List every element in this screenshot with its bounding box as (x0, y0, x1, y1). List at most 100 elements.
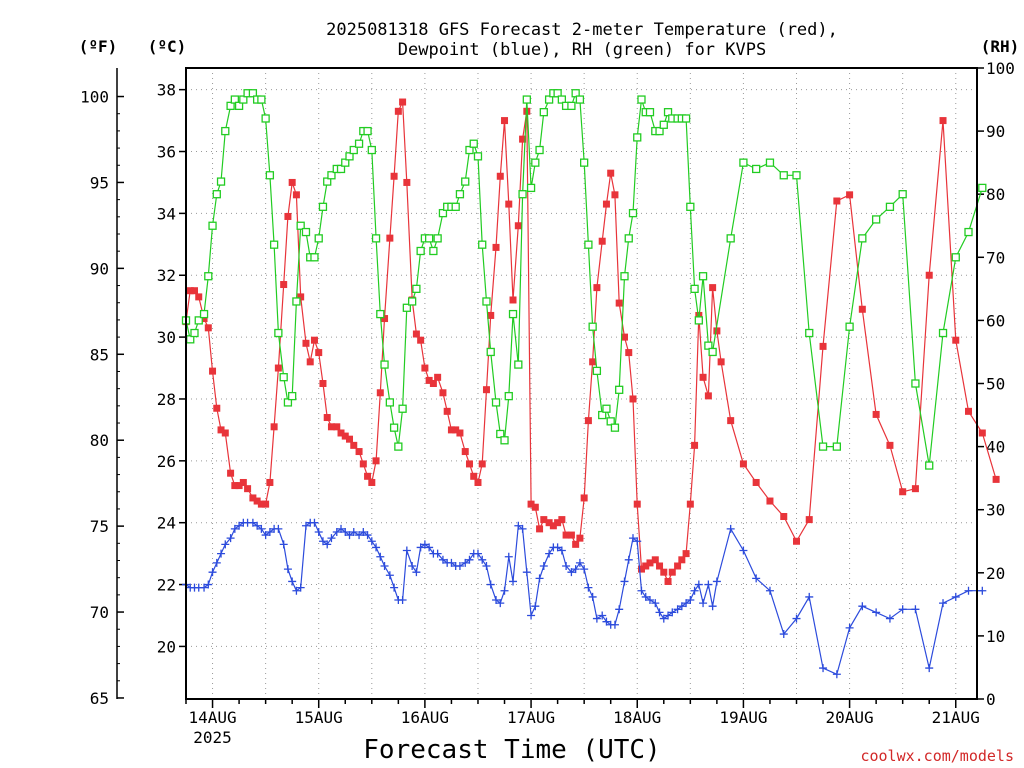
data-point (492, 596, 501, 605)
data-point (279, 373, 288, 382)
data-point (562, 531, 570, 539)
data-point (580, 494, 588, 502)
data-point (280, 281, 288, 289)
data-point (473, 549, 482, 558)
data-point (752, 574, 761, 583)
data-point (301, 521, 310, 530)
data-point (567, 101, 576, 111)
data-point (336, 164, 346, 174)
data-point (266, 478, 274, 486)
time-tick-label: 17AUG (507, 708, 555, 727)
rh-tick-label: 20 (986, 564, 1005, 583)
data-point (301, 227, 311, 237)
data-point (438, 555, 447, 564)
data-point (514, 222, 522, 230)
data-point (345, 152, 354, 161)
data-point (858, 234, 867, 243)
data-point (465, 145, 474, 155)
data-point (380, 561, 389, 570)
data-point (341, 158, 350, 167)
data-point (549, 522, 557, 530)
data-point (452, 426, 460, 434)
data-point (554, 519, 562, 527)
data-point (288, 577, 297, 586)
data-point (204, 272, 213, 281)
data-point (651, 599, 660, 608)
data-point (221, 429, 229, 437)
data-point (306, 358, 314, 366)
data-point (194, 316, 203, 325)
data-point (845, 623, 854, 632)
data-point (911, 605, 920, 614)
data-point (504, 552, 513, 561)
data-point (385, 398, 395, 407)
data-point (323, 540, 332, 549)
data-point (805, 328, 814, 338)
data-point (522, 568, 531, 577)
data-point (898, 190, 907, 199)
data-point (408, 561, 417, 570)
data-point (455, 190, 465, 199)
data-point (429, 246, 438, 256)
data-point (319, 380, 327, 387)
data-point (359, 527, 368, 536)
data-point (491, 398, 501, 407)
data-point (235, 521, 244, 530)
data-point (296, 221, 305, 230)
data-point (235, 482, 243, 490)
celsius-tick-label: 30 (157, 328, 176, 347)
data-point (637, 565, 645, 573)
data-point (257, 524, 266, 533)
celsius-tick-label: 26 (157, 452, 176, 471)
celsius-tick-label: 38 (157, 81, 176, 100)
data-point (509, 577, 518, 586)
data-point (739, 158, 748, 167)
data-point (531, 158, 540, 167)
data-point (518, 524, 527, 533)
data-point (709, 284, 717, 292)
data-point (257, 500, 265, 508)
data-point (478, 555, 487, 564)
data-point (284, 212, 292, 220)
data-point (633, 537, 642, 546)
data-point (539, 561, 548, 570)
data-point (645, 108, 655, 117)
data-point (315, 349, 323, 357)
data-point (279, 540, 288, 549)
time-tick-year-label: 2025 (193, 728, 232, 747)
data-point (780, 513, 788, 521)
data-point (691, 441, 699, 449)
data-point (779, 630, 788, 639)
data-point (598, 611, 607, 620)
data-point (558, 516, 566, 524)
data-point (580, 565, 589, 574)
data-point (544, 95, 554, 104)
data-point (690, 284, 699, 294)
data-point (283, 398, 293, 407)
data-point (615, 299, 623, 307)
data-point (615, 605, 624, 614)
data-point (819, 342, 827, 350)
data-point (885, 202, 895, 211)
data-point (350, 441, 358, 449)
data-point (625, 349, 633, 357)
series-2 (181, 89, 987, 470)
data-point (408, 297, 417, 306)
data-point (628, 534, 637, 543)
data-point (610, 620, 619, 629)
data-point (372, 543, 381, 552)
data-point (288, 391, 297, 401)
data-point (226, 534, 235, 543)
data-point (858, 602, 867, 611)
chart-title-line-1: 2025081318 GFS Forecast 2-meter Temperat… (326, 20, 838, 40)
data-point (819, 664, 828, 673)
time-tick-label: 16AUG (401, 708, 449, 727)
data-point (726, 234, 735, 243)
data-point (420, 540, 429, 549)
data-point (390, 172, 398, 180)
data-point (403, 178, 411, 186)
data-point (265, 171, 275, 180)
data-point (470, 472, 478, 480)
data-point (886, 441, 894, 449)
